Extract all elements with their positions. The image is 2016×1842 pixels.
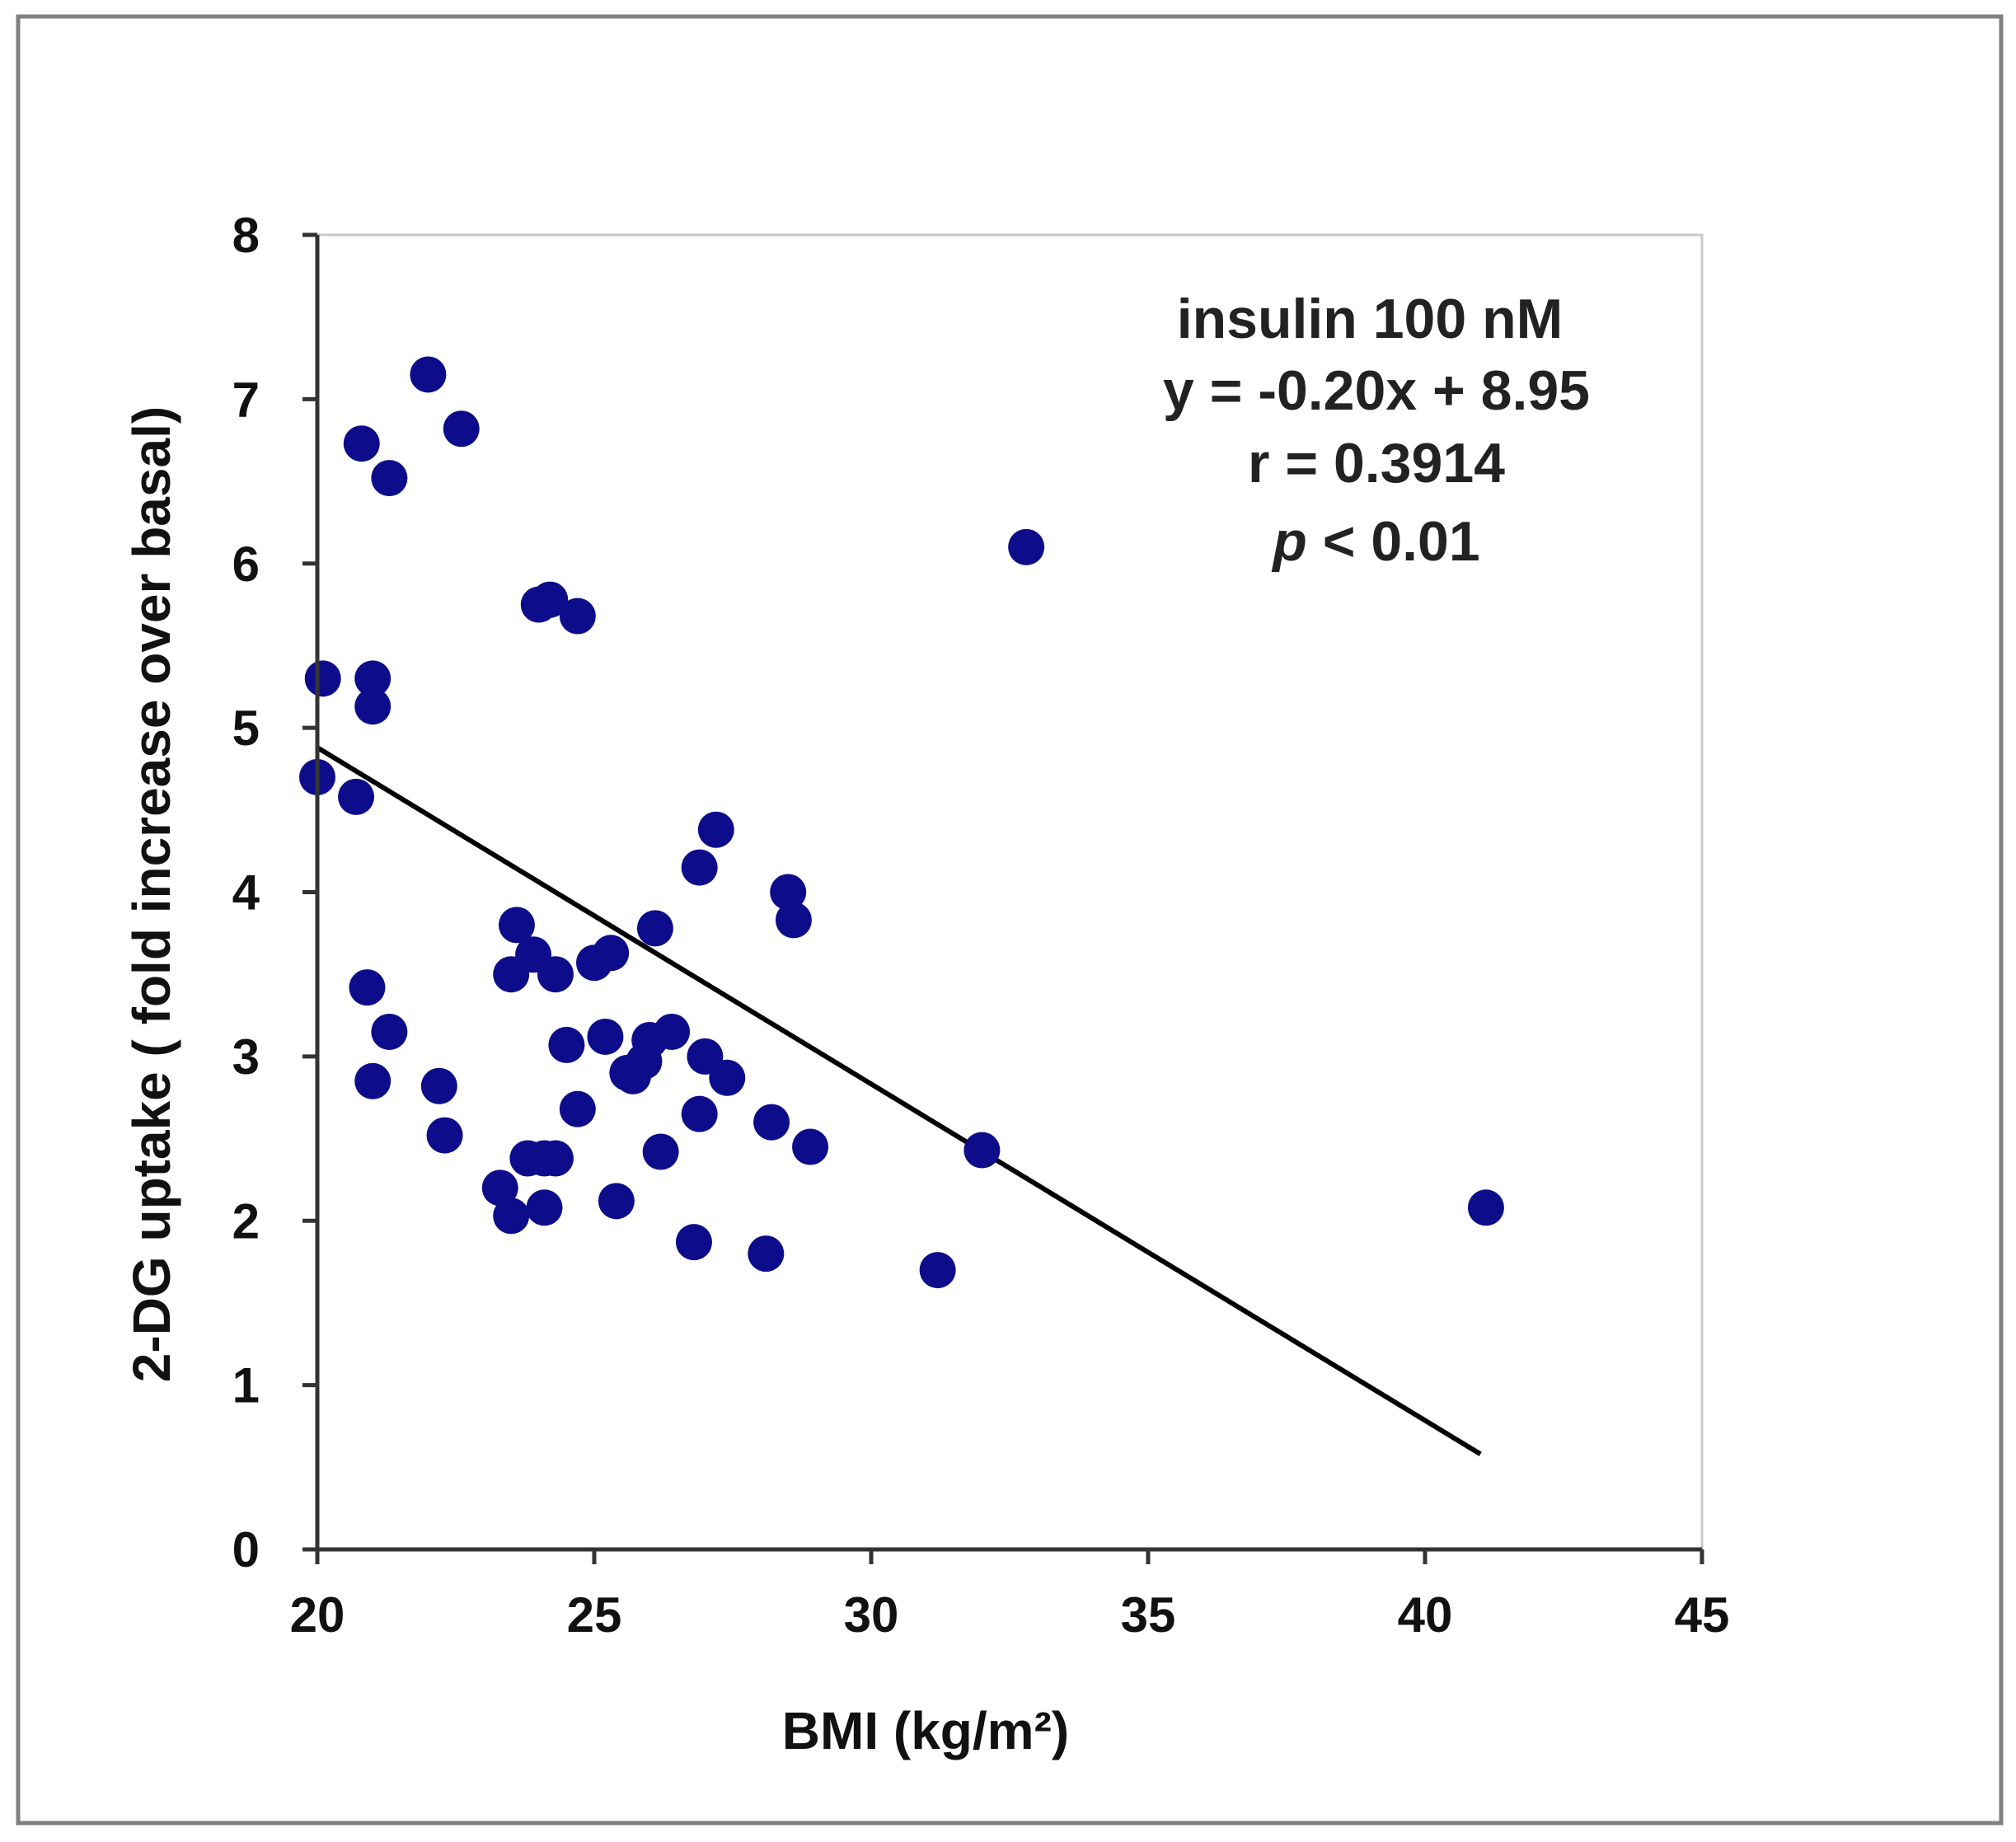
data-point [481, 1169, 518, 1207]
data-point [559, 598, 596, 635]
data-point [493, 1198, 530, 1235]
annotation-p-text: < 0.01 [1307, 510, 1480, 573]
y-tick-label: 2 [232, 1193, 260, 1249]
data-point [587, 1018, 624, 1055]
data-point [354, 688, 391, 725]
data-point [559, 1090, 596, 1127]
data-point [410, 356, 447, 393]
regression-line [316, 745, 1482, 1456]
data-point [642, 1133, 679, 1170]
trendline-layer [316, 745, 1482, 1456]
annotation-p-value: p < 0.01 [1271, 510, 1479, 573]
x-axis-ticks: 20 25 30 35 40 45 [290, 1549, 1730, 1643]
data-point [593, 935, 630, 972]
data-point [681, 849, 718, 886]
x-tick-label: 20 [290, 1587, 345, 1643]
data-point [1008, 528, 1045, 565]
annotation-p-symbol: p [1271, 510, 1307, 573]
data-point [498, 907, 535, 944]
data-point [526, 1189, 563, 1226]
data-point [343, 425, 380, 462]
data-point [443, 410, 480, 448]
data-points [299, 356, 1504, 1289]
data-point [792, 1128, 829, 1165]
annotation-condition: insulin 100 nM [1177, 288, 1564, 350]
annotation-block: insulin 100 nM y = -0.20x + 8.95 r = 0.3… [1163, 288, 1590, 573]
data-point [338, 778, 375, 815]
data-point [598, 1183, 635, 1220]
data-point [532, 581, 569, 618]
x-tick-label: 35 [1121, 1587, 1176, 1643]
x-tick-label: 25 [567, 1587, 622, 1643]
y-tick-label: 1 [232, 1358, 260, 1413]
data-point [654, 1013, 691, 1050]
data-point [963, 1132, 1001, 1169]
data-point [753, 1104, 790, 1141]
data-point [748, 1235, 785, 1273]
y-tick-label: 6 [232, 537, 260, 592]
y-tick-label: 0 [232, 1522, 260, 1577]
y-tick-label: 8 [232, 208, 260, 263]
plot-area [316, 233, 1704, 1551]
y-tick-label: 4 [232, 865, 260, 921]
data-point [636, 910, 673, 947]
y-tick-label: 7 [232, 372, 260, 427]
data-point [349, 969, 386, 1006]
data-point [548, 1026, 585, 1063]
data-point [697, 811, 734, 848]
y-tick-label: 5 [232, 701, 260, 756]
data-point [681, 1095, 718, 1132]
data-point [354, 1062, 391, 1099]
data-point [709, 1059, 746, 1096]
data-point [371, 460, 408, 497]
data-point [1467, 1189, 1504, 1226]
data-point [371, 1013, 408, 1050]
data-point [537, 1140, 574, 1177]
y-tick-label: 3 [232, 1029, 260, 1085]
data-point [420, 1067, 457, 1104]
data-point [770, 874, 807, 911]
annotation-r-value: r = 0.3914 [1248, 432, 1505, 494]
y-axis-title: 2-DG uptake ( fold increase over basal) [122, 406, 181, 1382]
data-point [919, 1252, 956, 1289]
data-point [304, 660, 341, 697]
y-axis-ticks: 0 1 2 3 4 5 6 7 8 [232, 208, 317, 1577]
annotation-equation: y = -0.20x + 8.95 [1163, 359, 1590, 422]
data-point [354, 660, 391, 697]
x-tick-label: 30 [844, 1587, 899, 1643]
data-point [426, 1117, 463, 1154]
data-point [775, 902, 812, 939]
data-point [675, 1224, 712, 1261]
x-tick-label: 40 [1398, 1587, 1453, 1643]
x-axis-title: BMI (kg/m²) [782, 1701, 1069, 1760]
x-tick-label: 45 [1675, 1587, 1730, 1643]
data-point [537, 956, 574, 993]
